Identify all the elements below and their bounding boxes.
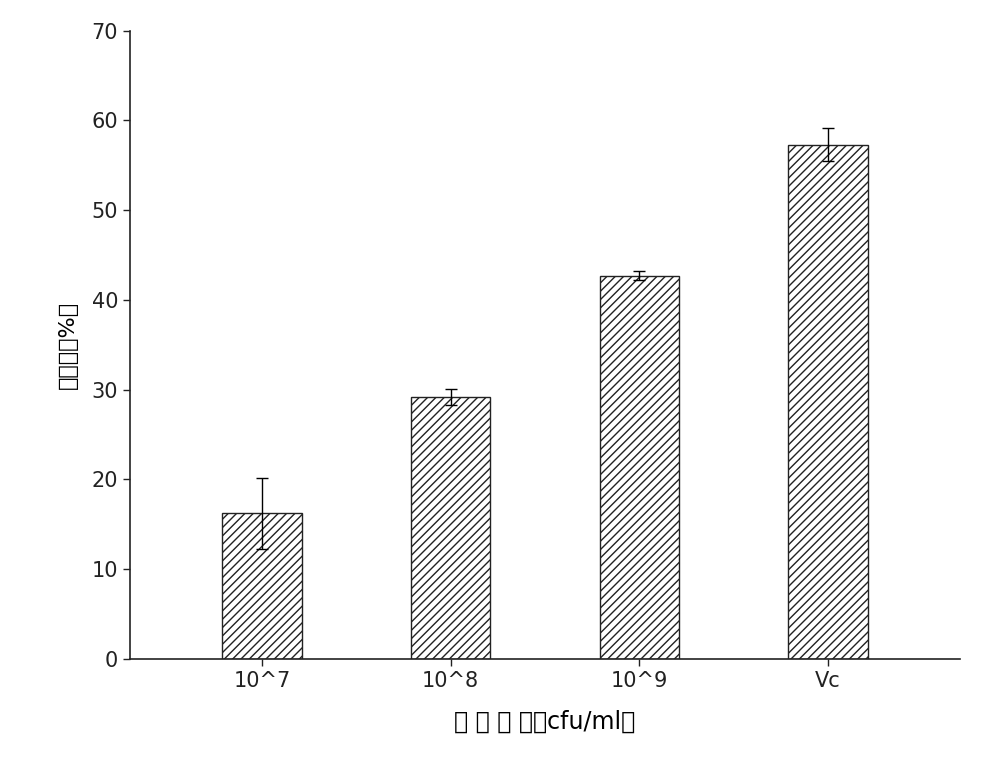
Y-axis label: 消除率（%）: 消除率（%） [58,300,78,389]
X-axis label: 菌 株 浓 度（cfu/ml）: 菌 株 浓 度（cfu/ml） [454,710,636,734]
Bar [788,145,868,659]
Bar [222,513,302,659]
Bar [600,276,679,659]
Bar [411,397,490,659]
